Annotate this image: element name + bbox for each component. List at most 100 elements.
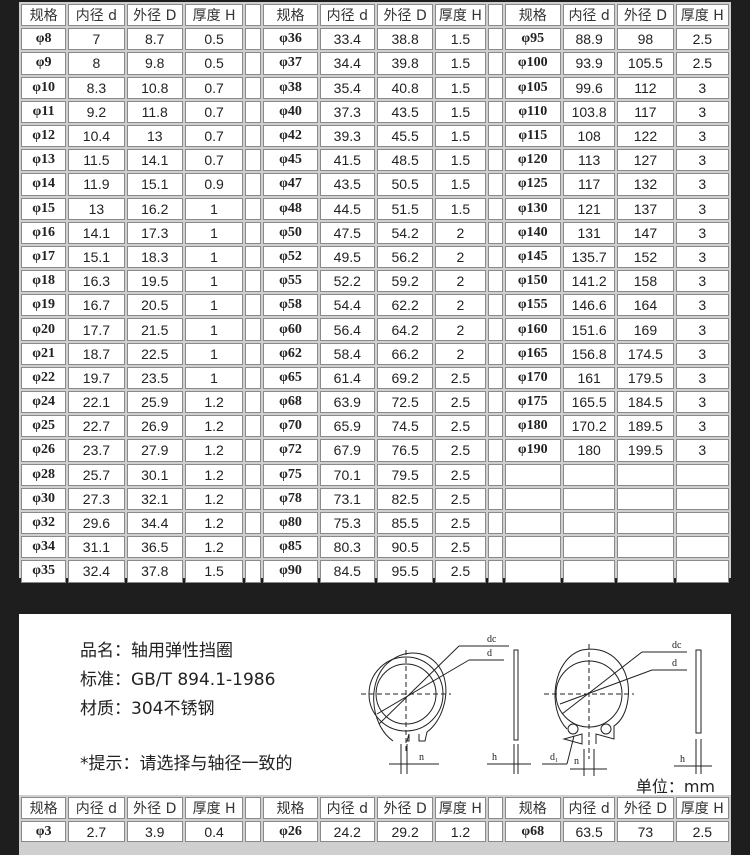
column-gap (487, 342, 503, 365)
value-cell: 17.7 (68, 318, 125, 341)
column-gap (487, 4, 503, 27)
spec-cell: φ16 (21, 221, 67, 244)
table-row: φ10 8.3 10.8 0.7 φ38 35.4 40.8 1.5 φ105 99.6 112 3 (21, 76, 729, 99)
spec-cell: φ17 (21, 245, 67, 269)
value-cell: 1 (184, 221, 244, 244)
value-cell: 44.5 (319, 197, 375, 220)
product-standard: 标准：GB/T 894.1-1986 (80, 670, 276, 690)
table-row: φ35 32.4 37.8 1.5 φ90 84.5 95.5 2.5 (21, 560, 729, 583)
value-cell: 3 (675, 366, 729, 389)
spec-cell: φ35 (21, 560, 67, 583)
spec-table-bottom-panel: 规格 内径 d 外径 D 厚度 H 规格 内径 d 外径 D 厚度 H 规格 内径 d 外径 D 厚度… (19, 795, 731, 855)
spec-cell: φ19 (21, 294, 67, 317)
value-cell: 19.5 (126, 270, 183, 293)
spec-cell: φ125 (504, 173, 561, 196)
value-cell: 40.8 (376, 76, 434, 99)
spec-cell: φ52 (263, 245, 318, 269)
product-info-panel: 品名：轴用弹性挡圈 标准：GB/T 894.1-1986 材质：304不锈钢 *… (19, 614, 731, 855)
column-header: 内径 d (68, 797, 125, 819)
value-cell: 16.3 (68, 270, 125, 293)
spec-cell: φ85 (263, 536, 318, 559)
column-header: 规格 (263, 797, 318, 819)
column-gap (245, 221, 262, 244)
value-cell: 7 (68, 28, 125, 51)
value-cell: 1.2 (184, 511, 244, 535)
spec-cell: φ75 (263, 463, 318, 486)
value-cell: 2.7 (68, 821, 125, 842)
ring-type-a: dc d n h (361, 634, 531, 774)
spec-cell: φ45 (263, 149, 318, 172)
value-cell (617, 487, 674, 510)
value-cell: 29.2 (376, 821, 434, 842)
spec-cell: φ68 (504, 821, 561, 842)
value-cell: 99.6 (562, 76, 616, 99)
column-gap (487, 318, 503, 341)
spec-cell: φ170 (504, 366, 561, 389)
table-row: φ21 18.7 22.5 1 φ62 58.4 66.2 2 φ165 156.8 174.5 3 (21, 342, 729, 365)
value-cell: 58.4 (319, 342, 375, 365)
spec-cell: φ180 (504, 415, 561, 438)
value-cell: 1.5 (435, 76, 486, 99)
value-cell: 54.4 (319, 294, 375, 317)
value-cell: 0.7 (184, 100, 244, 123)
value-cell: 13 (68, 197, 125, 220)
column-gap (487, 463, 503, 486)
spec-cell: φ40 (263, 100, 318, 123)
column-gap (487, 560, 503, 583)
value-cell: 13 (126, 124, 183, 148)
value-cell: 1 (184, 366, 244, 389)
table-row: φ30 27.3 32.1 1.2 φ78 73.1 82.5 2.5 (21, 487, 729, 510)
column-gap (487, 536, 503, 559)
column-gap (245, 318, 262, 341)
value-cell (562, 511, 616, 535)
spec-cell: φ38 (263, 76, 318, 99)
value-cell: 45.5 (376, 124, 434, 148)
value-cell: 18.3 (126, 245, 183, 269)
value-cell: 3 (675, 76, 729, 99)
value-cell: 72.5 (376, 391, 434, 414)
value-cell: 59.2 (376, 270, 434, 293)
column-header: 外径 D (376, 797, 434, 819)
value-cell: 22.1 (68, 391, 125, 414)
value-cell: 3 (675, 342, 729, 365)
value-cell: 35.4 (319, 76, 375, 99)
value-cell: 2.5 (675, 52, 729, 75)
value-cell (675, 487, 729, 510)
value-cell: 2.5 (435, 511, 486, 535)
value-cell: 15.1 (126, 173, 183, 196)
spec-cell (504, 560, 561, 583)
table-row: φ8 7 8.7 0.5 φ36 33.4 38.8 1.5 φ95 88.9 98 2.5 (21, 28, 729, 51)
spec-cell: φ37 (263, 52, 318, 75)
spec-cell: φ8 (21, 28, 67, 51)
value-cell: 184.5 (617, 391, 674, 414)
spec-cell: φ190 (504, 439, 561, 462)
spec-cell: φ13 (21, 149, 67, 172)
ring-type-b: dc d d₁ n h (542, 640, 712, 776)
spec-cell: φ62 (263, 342, 318, 365)
value-cell: 1.2 (184, 415, 244, 438)
value-cell: 41.5 (319, 149, 375, 172)
value-cell: 165.5 (562, 391, 616, 414)
value-cell: 10.8 (126, 76, 183, 99)
value-cell: 122 (617, 124, 674, 148)
label-n: n (574, 756, 579, 767)
table-row: φ14 11.9 15.1 0.9 φ47 43.5 50.5 1.5 φ125 117 132 3 (21, 173, 729, 196)
value-cell: 22.5 (126, 342, 183, 365)
value-cell: 170.2 (562, 415, 616, 438)
value-cell: 189.5 (617, 415, 674, 438)
value-cell: 1.2 (184, 439, 244, 462)
value-cell: 48.5 (376, 149, 434, 172)
value-cell: 3 (675, 245, 729, 269)
value-cell: 147 (617, 221, 674, 244)
label-d: d (672, 658, 677, 669)
value-cell: 3 (675, 149, 729, 172)
value-cell: 2.5 (675, 28, 729, 51)
value-cell: 1 (184, 342, 244, 365)
value-cell: 8.3 (68, 76, 125, 99)
value-cell: 26.9 (126, 415, 183, 438)
column-gap (487, 221, 503, 244)
spec-cell (504, 536, 561, 559)
column-gap (487, 391, 503, 414)
label-dc: dc (487, 634, 497, 645)
header-row: 规格 内径 d 外径 D 厚度 H 规格 内径 d 外径 D 厚度 H 规格 内径 d 外径 D 厚度… (21, 4, 729, 27)
